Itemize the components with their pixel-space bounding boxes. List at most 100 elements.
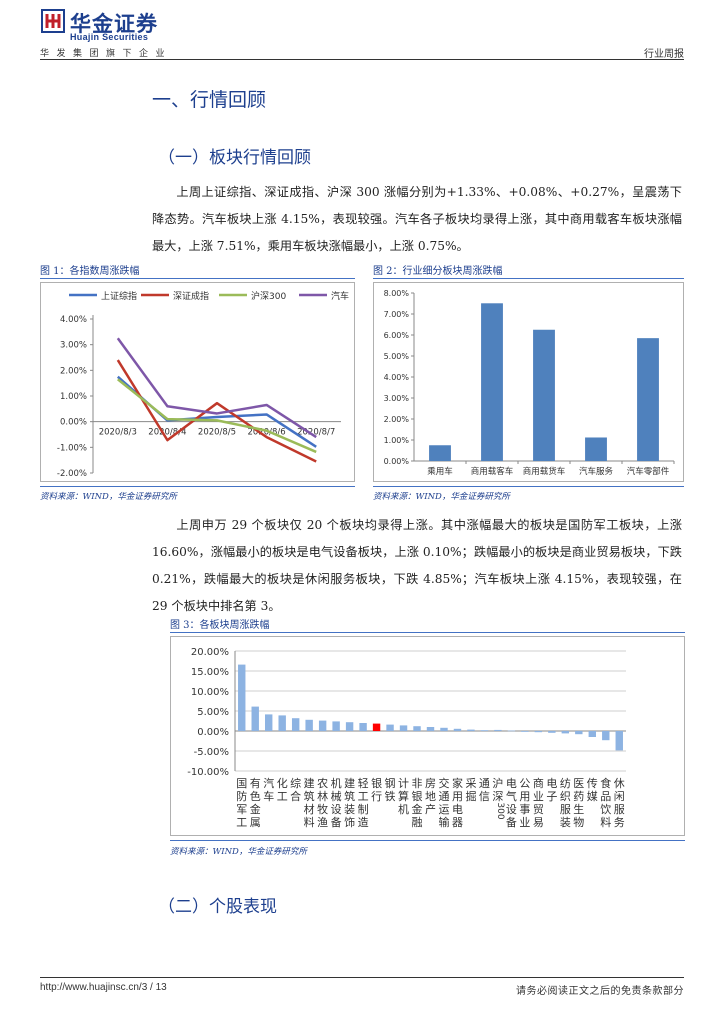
huajin-logo-icon [40,8,66,34]
x-category-label-char: 器 [452,816,463,829]
y-tick-label: 4.00% [384,373,410,382]
x-category-label-char: 算 [398,789,409,803]
figure-2-source: 资料来源：WIND，华金证券研究所 [373,492,510,502]
x-category-label-char: 房 [425,777,436,790]
y-tick-label: 0.00% [384,457,410,466]
x-category-label-char: 服 [560,803,571,816]
figure-1-chart-frame: 上证综指 深证成指 沪深300 汽车 4.00% 3.00% 2.00% 1.00% 0.00%… [40,282,355,482]
x-category-label-char: 建 [344,776,355,790]
y-tick-label: 3.00% [384,394,410,403]
x-category-label-char: 钢 [385,777,396,790]
y-tick-label: -5.00% [194,747,229,758]
bar-23 [548,731,556,733]
x-category-label-char: 军 [236,803,247,816]
figure-3-top-rule [170,632,685,633]
figure-2-top-rule [373,278,684,279]
figure-2-label: 图 2：行业细分板块周涨跌幅 [373,266,503,277]
x-category-label: 计算机 [398,777,409,816]
series-line-3 [116,337,317,439]
x-category-label: 沪深300 [492,776,505,820]
y-tick-label: 15.00% [191,667,229,678]
x-category-label-char: 机 [331,776,342,790]
series-line-1 [116,359,317,463]
x-tick-label: 2020/8/5 [198,428,236,438]
x-category-label-char: 有 [250,776,261,790]
x-category-label-char: 车 [263,789,274,803]
figure-3-label: 图 3：各板块周涨跌幅 [170,620,270,631]
bar-22 [534,731,543,733]
x-category-label-char: 采 [465,777,476,790]
y-tick-label: 2.00% [60,366,87,376]
x-category-label-char: 业 [533,790,544,803]
x-category-label-char: 商 [533,776,544,790]
y-tick-label: -1.00% [57,443,87,453]
x-category-label: 银行 [371,776,382,803]
x-category-label-char: 食 [600,776,611,790]
section-title: 一、行情回顾 [152,89,267,111]
x-category-label-char: 公 [519,777,530,790]
bar-6 [318,720,327,731]
x-category-label-char: 媒 [587,790,598,803]
figure-3-bottom-rule [170,840,685,841]
x-category-label-char: 装 [560,816,571,829]
x-category-label: 传媒 [587,777,598,803]
bar-17 [467,729,475,731]
y-tick-label: 10.00% [191,687,229,698]
x-category-label-char: 综 [290,776,301,790]
x-category-label-char: 设 [331,803,342,816]
x-category-label-char: 休 [614,777,625,790]
logo-chinese-name: 华金证券 [70,12,158,36]
x-category-label-char: 计 [398,777,409,790]
x-category-label-char: 气 [506,789,517,803]
x-category-label-char: 装 [344,803,355,816]
footer-url-page[interactable]: http://www.huajinsc.cn/3 / 13 [40,982,167,993]
footer-disclaimer: 请务必阅读正文之后的免责条款部分 [516,986,684,997]
x-category-label-char: 电 [506,777,517,790]
y-tick-label: 5.00% [384,352,410,361]
figure-3-chart-frame: 20.00% 15.00% 10.00% 5.00% 0.00% -5.00% -10.00… [170,636,685,836]
x-category-label-char: 化 [277,776,288,790]
legend-label-3: 汽车 [331,290,349,302]
x-category-label: 电气设备 [506,777,517,829]
x-category-label-char: 金 [412,802,423,816]
bar-16 [453,728,462,731]
x-category-label-char: 电 [452,803,463,816]
x-category-label-char: 备 [331,815,342,829]
bar-27 [602,731,610,741]
x-category-label-char: 农 [317,776,328,790]
bar-12 [399,725,408,731]
x-tick-label: 2020/8/7 [297,428,335,438]
x-category-label-char: 通 [438,790,449,803]
x-category-label: 国防军工 [236,777,247,829]
x-category-label-char: 林 [317,789,328,803]
bar-10 [372,723,381,731]
bar-20 [507,730,516,732]
x-category-label-char: 属 [250,816,261,829]
paragraph-sector-ranking: 上周申万 29 个板块仅 20 个板块均录得上涨。其中涨幅最大的板块是国防军工板… [152,512,682,620]
bar-8 [345,722,354,731]
bar-11 [386,724,394,731]
x-category-label-char: 饰 [344,815,355,829]
x-category-label-char: 药 [573,790,584,803]
x-category-label-char: 非 [412,777,423,790]
x-category-label-char: 备 [506,815,517,829]
x-category-label-char: 电 [546,777,557,790]
x-category-label: 通信 [479,777,490,803]
bar-1 [251,706,259,731]
header-divider [40,59,684,60]
x-category-label-char: 国 [236,777,247,790]
paragraph-text: 上周申万 29 个板块仅 20 个板块均录得上涨。其中涨幅最大的板块是国防军工板… [152,518,682,613]
x-category-label-char: 贸 [533,803,544,816]
x-category-label-char: 造 [358,815,369,829]
x-category-label-char: 事 [519,803,530,816]
document-type: 行业周报 [644,49,684,60]
x-category-label-char: 用 [452,790,463,803]
bar-13 [413,726,421,731]
paragraph-market-review: 上周上证综指、深证成指、沪深 300 涨幅分别为+1.33%、+0.08%、+0… [152,179,682,260]
y-tick-label: 7.00% [384,310,410,319]
x-category-label-char: 铁 [385,790,396,803]
x-category-label-char: 地 [425,790,436,803]
